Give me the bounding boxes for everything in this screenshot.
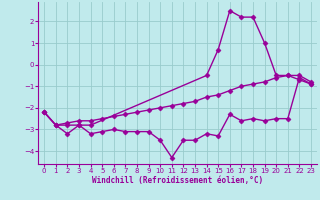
X-axis label: Windchill (Refroidissement éolien,°C): Windchill (Refroidissement éolien,°C) xyxy=(92,176,263,185)
